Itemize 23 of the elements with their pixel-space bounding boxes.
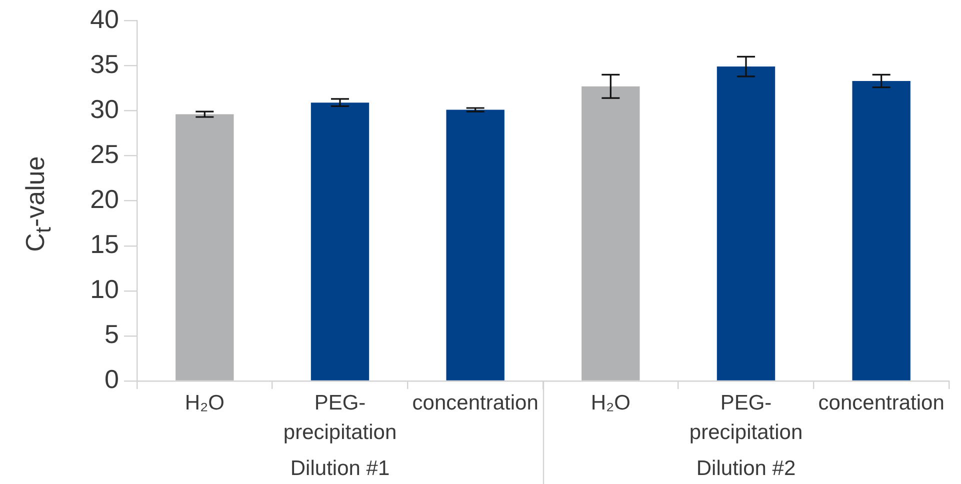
bar xyxy=(176,114,234,380)
y-tick-label: 5 xyxy=(104,319,119,350)
bar xyxy=(310,102,370,380)
y-tick-label: 20 xyxy=(90,184,119,214)
y-tick-label: 35 xyxy=(90,48,119,79)
x-tick-label: concentration xyxy=(818,391,944,414)
text: Dilution #1 xyxy=(290,456,390,480)
y-tick-label: 40 xyxy=(90,4,119,34)
text: Dilution #2 xyxy=(696,456,796,480)
x-tick-label: H₂O xyxy=(590,391,630,414)
x-tick-label: H₂O xyxy=(184,391,224,414)
bar xyxy=(582,86,640,380)
bar xyxy=(852,80,910,380)
y-tick-label: 15 xyxy=(90,229,119,260)
y-tick-label: 25 xyxy=(90,138,119,169)
y-tick-label: 10 xyxy=(90,274,119,304)
y-tick-label: 0 xyxy=(104,364,119,394)
x-tick-label: PEG-precipitation xyxy=(283,391,397,444)
x-tick-label: concentration xyxy=(412,391,538,414)
x-tick-label: PEG-precipitation xyxy=(689,391,803,444)
bar xyxy=(446,110,504,380)
y-tick-label: 30 xyxy=(90,94,119,124)
bar xyxy=(716,66,776,380)
